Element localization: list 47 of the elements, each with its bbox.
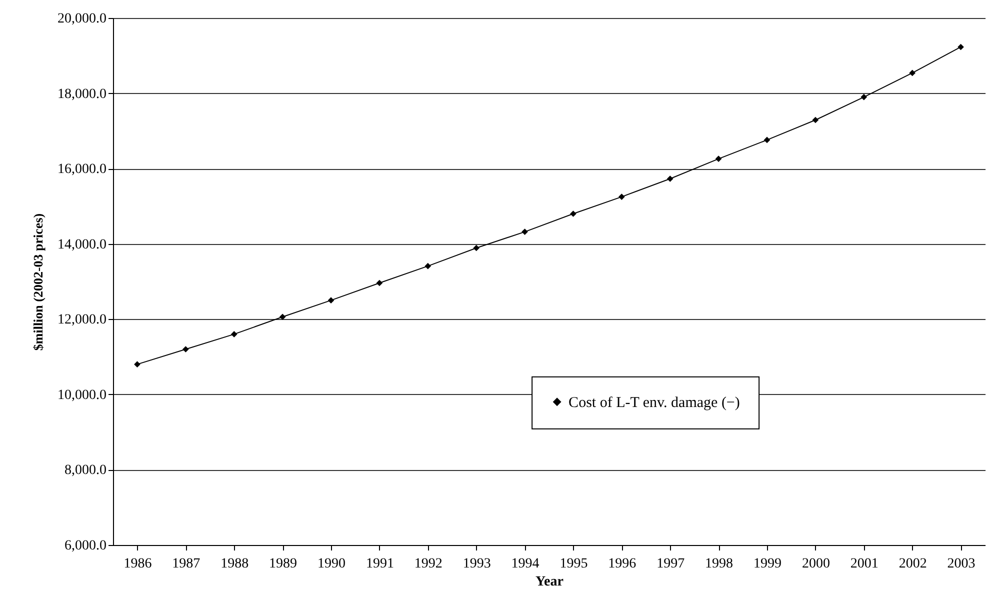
point [618,194,625,200]
point [182,346,189,352]
legend-label: Cost of L-T env. damage (−) [568,394,740,411]
point [230,331,238,338]
y-tick-label: 10,000.0 [58,388,106,403]
point [328,297,334,304]
point [812,116,819,124]
y-tick-label: 12,000.0 [58,312,106,328]
x-tick-label: 1986 [124,556,152,572]
x-tick-label: 1998 [705,556,734,572]
x-tick-label: 1994 [511,556,540,572]
y-tick-label: 6,000.0 [64,538,106,554]
point [715,156,722,162]
point [279,314,286,320]
x-tick-label: 2003 [947,556,976,572]
x-tick-label: 1996 [608,556,636,572]
x-tick-label: 1995 [560,556,588,572]
y-tick-label: 14,000.0 [58,237,106,252]
x-axis-title: Year [536,574,564,590]
x-tick-label: 2002 [898,556,927,572]
x-tick-label: 2000 [802,556,830,572]
point [570,210,576,217]
point [764,136,770,144]
x-tick-label: 1999 [754,556,782,572]
y-tick-label: 8,000.0 [64,463,106,478]
x-tick-label: 1993 [462,556,491,572]
x-tick-label: 1992 [414,556,442,572]
point [522,228,528,235]
y-tick-label: 16,000.0 [58,162,106,178]
point [909,70,916,76]
point [666,176,674,182]
point [134,361,140,368]
x-tick-label: 1997 [656,556,685,572]
x-tick-label: 1987 [172,556,200,572]
y-axis-title: $million (2002-03 prices) [30,213,46,351]
x-tick-label: 1991 [366,556,394,572]
x-tick-label: 2001 [850,556,878,572]
point [473,244,480,252]
point [860,94,868,100]
point [958,44,964,50]
y-tick-label: 18,000.0 [58,86,106,102]
point [376,280,383,286]
y-tick-label: 20,000.0 [58,12,106,26]
x-tick-label: 1988 [220,556,249,572]
point [424,262,432,270]
x-tick-label: 1989 [269,556,298,572]
x-tick-label: 1990 [318,556,346,572]
